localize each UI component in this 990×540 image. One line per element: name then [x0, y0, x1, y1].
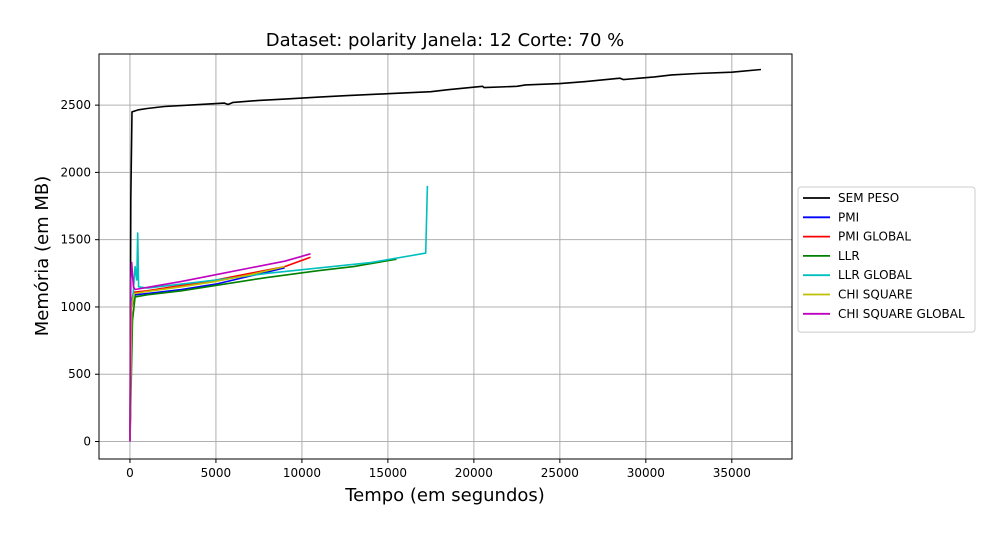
legend-label-pmi-global: PMI GLOBAL: [838, 230, 911, 244]
y-tick-label: 2500: [60, 98, 91, 112]
legend: SEM PESO PMI PMI GLOBAL LLR LLR GLOBAL CHI SQ…: [797, 186, 976, 333]
x-tick-label: 25000: [541, 466, 579, 480]
y-tick-label: 500: [68, 367, 91, 381]
series-lines: [129, 68, 762, 442]
series-line-chi-square-global: [129, 253, 311, 442]
series-line-chi-square: [129, 265, 285, 442]
y-tick-label: 1000: [60, 300, 91, 314]
y-tick-label: 0: [83, 435, 91, 449]
x-tick-label: 0: [126, 466, 134, 480]
legend-label-chi-square-global: CHI SQUARE GLOBAL: [838, 307, 965, 321]
x-tick-label: 35000: [713, 466, 751, 480]
x-tick-label: 10000: [283, 466, 321, 480]
legend-label-chi-square: CHI SQUARE: [838, 288, 913, 302]
series-line-sem-peso: [129, 68, 762, 442]
y-axis-label: Memória (em MB): [32, 176, 53, 337]
x-tick-label: 30000: [627, 466, 665, 480]
chart-title: Dataset: polarity Janela: 12 Corte: 70 %: [266, 30, 624, 51]
series-line-llr: [129, 258, 397, 442]
x-tick-label: 5000: [201, 466, 232, 480]
plot-area-frame: [98, 53, 793, 460]
y-tick-label: 1500: [60, 233, 91, 247]
axis-ticks: 0 5000 10000 15000 20000 25000 30000 35000 0 500 1…: [60, 98, 750, 480]
legend-box: [797, 186, 976, 333]
legend-label-llr-global: LLR GLOBAL: [838, 268, 912, 282]
legend-label-sem-peso: SEM PESO: [838, 191, 899, 205]
x-tick-label: 20000: [455, 466, 493, 480]
legend-label-llr: LLR: [838, 249, 860, 263]
legend-label-pmi: PMI: [838, 210, 859, 224]
y-tick-label: 2000: [60, 165, 91, 179]
x-tick-label: 15000: [369, 466, 407, 480]
x-axis-label: Tempo (em segundos): [344, 485, 545, 506]
